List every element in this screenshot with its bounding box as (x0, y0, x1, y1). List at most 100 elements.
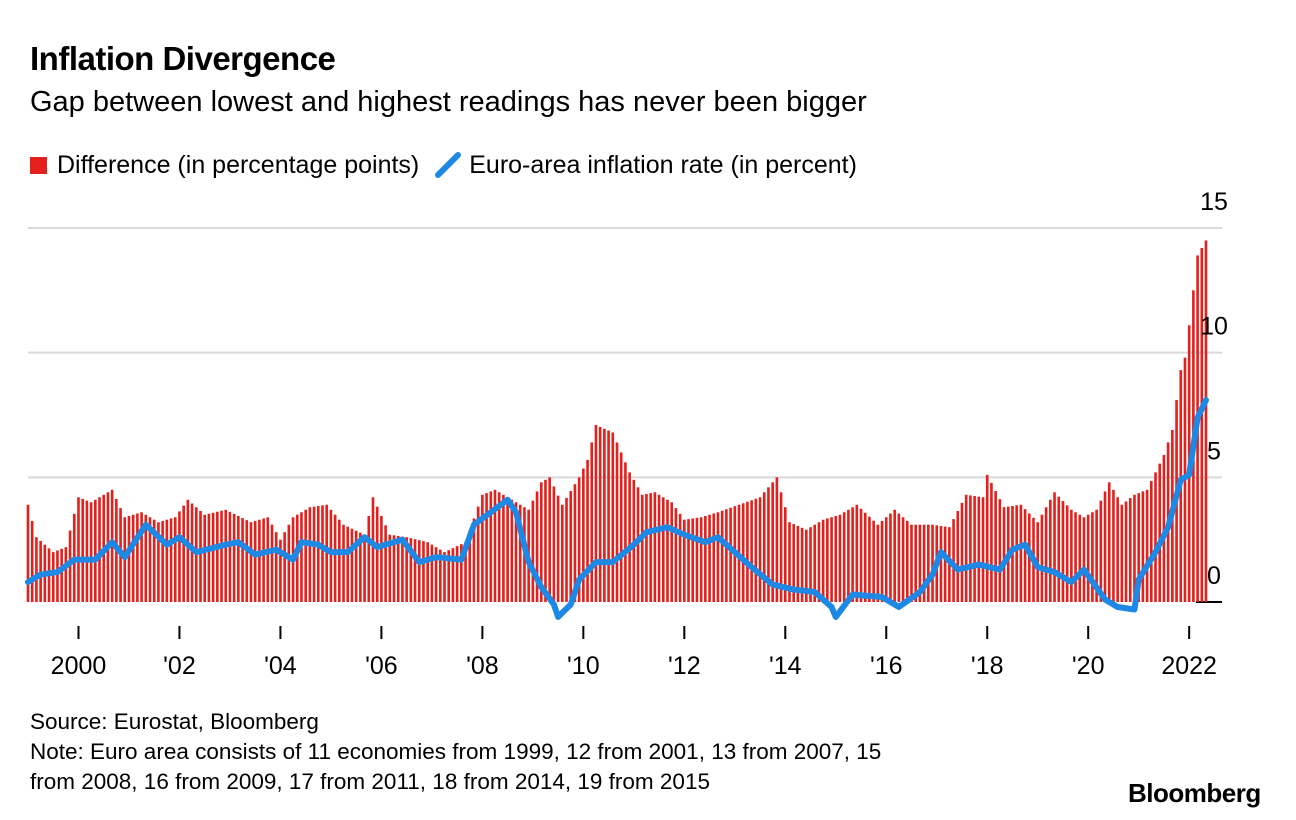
bar (1141, 491, 1145, 602)
bar (161, 520, 164, 602)
bar (409, 538, 413, 602)
bar (439, 549, 442, 602)
bar (359, 532, 362, 602)
bar (56, 550, 59, 602)
bar (506, 497, 509, 602)
bar (497, 492, 501, 602)
bar (552, 486, 556, 602)
bar (1023, 509, 1027, 602)
bar (232, 513, 236, 602)
bar (98, 497, 101, 602)
bar (561, 504, 564, 602)
bar (300, 512, 303, 602)
bar (666, 499, 669, 602)
bar (422, 541, 425, 602)
chart-area: 0 5 10 15 2000 '02 '04 '06 '08 '10 '12 '14 '16 '18 '2… (25, 188, 1228, 680)
bar (720, 510, 724, 602)
x-tick-label: '06 (365, 652, 398, 680)
bar (249, 522, 253, 602)
bloomberg-logo: Bloomberg (1128, 778, 1261, 808)
y-tick-label: 10 (1200, 313, 1228, 341)
bar (821, 519, 825, 602)
y-tick-label: 5 (1207, 437, 1221, 465)
bar (388, 534, 392, 602)
bar (350, 528, 354, 602)
line-series (25, 397, 1209, 620)
y-tick-label: 0 (1207, 562, 1221, 590)
bar (767, 487, 770, 602)
bar (1133, 494, 1136, 602)
bar (813, 524, 817, 602)
bar (805, 529, 808, 602)
bar (283, 532, 286, 602)
bar (556, 495, 560, 602)
bar (548, 477, 551, 602)
bar (1120, 504, 1124, 602)
bar (897, 513, 901, 602)
economies-note-line2: from 2008, 16 from 2009, 17 from 2011, 1… (30, 769, 710, 794)
bar (981, 497, 985, 602)
bar (1078, 514, 1082, 602)
bar (762, 492, 766, 602)
x-tick-label: 2000 (51, 652, 107, 680)
bar (985, 474, 989, 602)
bar (565, 497, 568, 602)
bar (1065, 505, 1069, 602)
bar (1099, 500, 1103, 602)
bar (333, 514, 337, 602)
bar (539, 482, 543, 602)
bar (1015, 505, 1018, 602)
bar (716, 512, 720, 602)
bar (1074, 512, 1077, 602)
bar (1204, 240, 1208, 602)
bar (476, 506, 480, 602)
bar (392, 535, 396, 602)
bar (750, 500, 753, 602)
bar (725, 509, 728, 602)
bar (39, 540, 42, 602)
bar (817, 522, 821, 602)
bar (367, 515, 371, 602)
bar (430, 544, 434, 602)
bar (969, 495, 972, 602)
bar (615, 442, 619, 602)
bar (1061, 501, 1065, 602)
bar (481, 494, 484, 602)
bar (1128, 498, 1132, 602)
bar (910, 524, 913, 602)
bar (510, 499, 514, 602)
bar (346, 526, 350, 602)
bar (144, 514, 148, 602)
bar (51, 552, 55, 602)
bar (258, 519, 261, 602)
bar (1095, 509, 1098, 602)
x-axis: 2000 '02 '04 '06 '08 '10 '12 '14 '16 '18 '20 2022 (51, 626, 1217, 680)
bar (266, 517, 270, 602)
bar (375, 506, 379, 602)
bar (405, 537, 408, 602)
bar (207, 513, 211, 602)
bar (270, 524, 274, 602)
bar (939, 525, 943, 602)
bar (182, 505, 185, 602)
bar (847, 509, 850, 602)
bar (186, 499, 190, 602)
x-tick-label: '18 (971, 652, 1004, 680)
bar (1112, 489, 1115, 602)
bar (729, 507, 732, 602)
bar (859, 508, 863, 602)
x-tick-label: '16 (870, 652, 903, 680)
bar (178, 511, 181, 602)
bar (603, 428, 606, 602)
bar (1091, 512, 1094, 602)
bar (85, 500, 89, 602)
bar (493, 489, 497, 602)
bar (1002, 507, 1006, 602)
bar (889, 513, 892, 602)
bar (253, 520, 257, 602)
bar (927, 524, 930, 602)
bar (783, 507, 787, 602)
bar (1158, 463, 1162, 602)
bar (943, 526, 947, 602)
legend-item-difference: Difference (in percentage points) (30, 151, 419, 180)
